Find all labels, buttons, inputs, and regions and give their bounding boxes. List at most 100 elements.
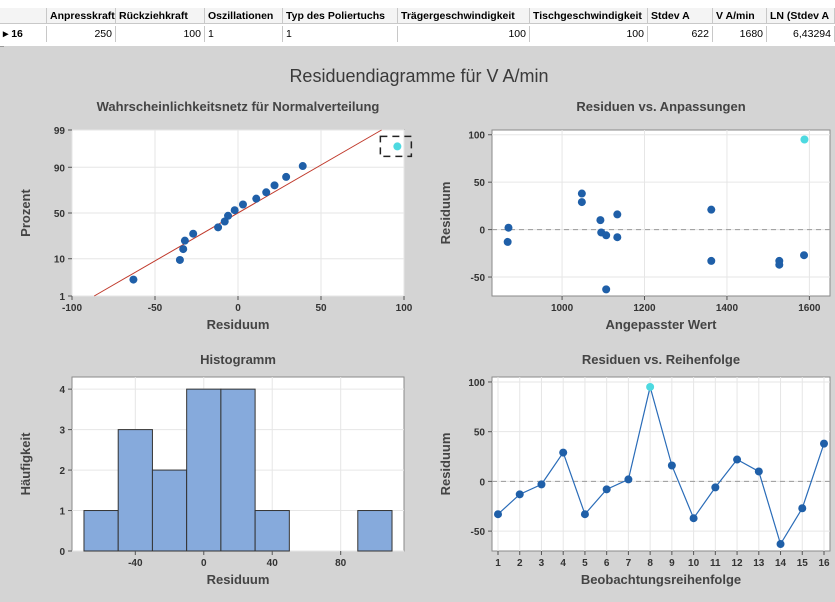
data-point: [179, 245, 188, 254]
table-cell[interactable]: 622: [648, 26, 713, 42]
data-point: [262, 188, 271, 197]
data-point: [580, 510, 589, 519]
plot-area: [491, 376, 831, 552]
y-tick-label: 50: [474, 428, 486, 439]
x-tick-label: 80: [335, 558, 347, 569]
table-cell[interactable]: 1: [205, 26, 283, 42]
column-header[interactable]: Stdev A: [648, 8, 713, 24]
y-tick-label: 50: [54, 209, 66, 220]
data-point: [494, 510, 502, 519]
data-point: [559, 448, 568, 457]
y-tick-label: -50: [471, 527, 486, 538]
column-header[interactable]: V A/min: [713, 8, 767, 24]
x-tick-label: -100: [62, 303, 82, 314]
selection-brush: [379, 135, 413, 158]
header-corner: [0, 8, 47, 24]
data-point: [503, 237, 512, 246]
x-tick-label: 12: [732, 558, 744, 569]
table-cell[interactable]: 100: [530, 26, 648, 42]
y-tick-label: 2: [59, 466, 65, 477]
table-cell[interactable]: 1: [283, 26, 398, 42]
column-header[interactable]: Tischgeschwindigkeit: [530, 8, 648, 24]
table-cell[interactable]: 1680: [713, 26, 767, 42]
y-tick-label: 100: [468, 131, 485, 142]
x-tick-label: -50: [148, 303, 163, 314]
histogram-bar: [83, 510, 119, 552]
x-tick-label: 1000: [551, 303, 574, 314]
data-point: [189, 229, 198, 238]
data-point: [596, 216, 605, 225]
column-header[interactable]: LN (Stdev A: [767, 8, 835, 24]
y-tick-label: 3: [59, 426, 65, 437]
table-cell[interactable]: 100: [116, 26, 205, 42]
data-point: [613, 210, 622, 219]
data-point: [238, 200, 247, 209]
data-point: [270, 181, 279, 190]
y-tick-label: 0: [479, 226, 485, 237]
data-point: [711, 483, 720, 492]
data-point: [175, 255, 184, 264]
table-cell[interactable]: 250: [47, 26, 116, 42]
data-point: [707, 205, 716, 214]
column-header[interactable]: Anpresskraft: [47, 8, 116, 24]
chart-title: Residuen vs. Anpassungen: [576, 99, 745, 114]
x-tick-label: 3: [539, 558, 545, 569]
x-tick-label: 13: [753, 558, 765, 569]
data-point: [537, 480, 546, 489]
x-tick-label: 9: [669, 558, 675, 569]
data-point: [129, 275, 138, 284]
x-tick-label: 0: [235, 303, 241, 314]
column-header[interactable]: Trägergeschwindigkeit: [398, 8, 530, 24]
highlighted-point: [646, 382, 655, 391]
data-point: [613, 233, 622, 242]
y-tick-label: 4: [59, 385, 65, 396]
data-point: [754, 467, 763, 476]
data-point: [800, 251, 809, 260]
series-line: [497, 386, 825, 546]
histogram-bar: [186, 388, 222, 552]
y-tick-label: 50: [474, 178, 486, 189]
y-tick-label: -50: [471, 273, 486, 284]
y-axis-label: Häufigkeit: [18, 432, 33, 496]
highlighted-point: [800, 135, 809, 144]
x-tick-label: 1200: [633, 303, 656, 314]
histogram-bar: [220, 388, 256, 552]
table-cell[interactable]: 100: [398, 26, 530, 42]
y-tick-label: 100: [468, 378, 485, 389]
x-tick-label: 14: [775, 558, 787, 569]
y-tick-label: 90: [54, 163, 66, 174]
x-tick-label: 4: [560, 558, 566, 569]
x-tick-label: 6: [604, 558, 610, 569]
x-tick-label: 100: [396, 303, 413, 314]
column-header[interactable]: Rückziehkraft: [116, 8, 205, 24]
data-point: [733, 455, 742, 464]
x-tick-label: 8: [647, 558, 653, 569]
worksheet-table: ▸ 16 Anpresskraft 250 Rückziehkraft 100 Oszil…: [0, 0, 835, 47]
x-tick-label: 5: [582, 558, 588, 569]
row-number[interactable]: ▸ 16: [0, 26, 47, 42]
x-tick-label: 50: [315, 303, 327, 314]
table-cell[interactable]: 6,43294: [767, 26, 835, 42]
histogram-bar: [117, 429, 153, 552]
residual-plots-figure: Residuendiagramme für V A/min -100 -50 0 50…: [4, 46, 835, 597]
data-point: [707, 256, 716, 265]
x-axis-label: Residuum: [207, 572, 270, 587]
x-tick-label: -40: [128, 558, 143, 569]
highlighted-point: [393, 142, 402, 151]
residual-plots-svg: Residuendiagramme für V A/min -100 -50 0 50…: [18, 66, 831, 587]
y-axis-label: Residuum: [438, 182, 453, 245]
x-tick-label: 7: [626, 558, 632, 569]
data-point: [775, 260, 784, 269]
x-tick-label: 15: [797, 558, 809, 569]
data-point: [504, 223, 513, 232]
data-point: [224, 211, 233, 220]
data-point: [776, 540, 785, 549]
data-point: [602, 231, 611, 240]
histogram-bar: [357, 510, 393, 552]
x-tick-label: 10: [688, 558, 700, 569]
column-header[interactable]: Typ des Poliertuchs: [283, 8, 398, 24]
column-header[interactable]: Oszillationen: [205, 8, 283, 24]
data-point: [602, 285, 611, 294]
data-point: [230, 206, 239, 215]
data-point: [667, 461, 676, 470]
